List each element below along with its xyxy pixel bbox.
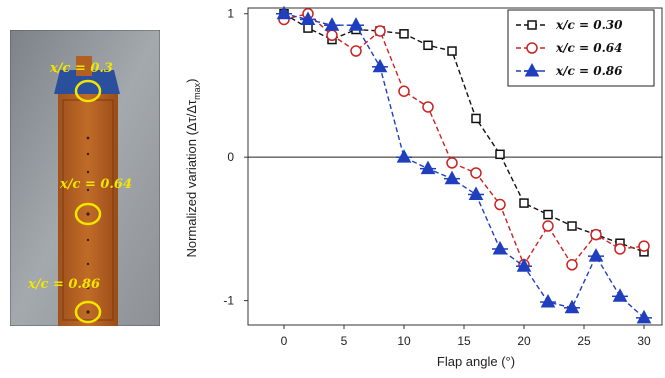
data-point-circle <box>398 85 410 97</box>
data-point-square <box>495 149 505 160</box>
data-point-square <box>567 221 577 231</box>
data-point-triangle <box>516 258 532 272</box>
legend-label: x/c = 0.64 <box>555 41 622 55</box>
data-point-circle <box>526 42 538 54</box>
data-point-triangle <box>468 186 484 200</box>
data-point-circle <box>422 101 434 113</box>
data-point-square <box>423 40 433 51</box>
data-point-circle <box>446 157 458 169</box>
x-tick-label: 0 <box>281 334 288 348</box>
x-tick-label: 10 <box>397 334 411 348</box>
data-point-circle <box>470 167 482 179</box>
sensor-tab <box>76 56 92 76</box>
y-tick-label: 1 <box>227 7 234 21</box>
data-point-triangle <box>524 62 540 77</box>
data-point-triangle <box>636 309 652 324</box>
x-tick-label: 20 <box>517 334 531 348</box>
data-point-triangle <box>588 248 604 262</box>
legend-label: x/c = 0.30 <box>555 18 623 32</box>
data-point-square <box>519 198 529 208</box>
data-point-circle <box>494 198 506 211</box>
data-point-circle <box>614 243 626 255</box>
legend: x/c = 0.30 x/c = 0.64 x/c = 0.86 <box>507 9 655 87</box>
photo-label-0.64: x/c = 0.64 <box>59 177 132 192</box>
data-point-circle <box>590 228 602 241</box>
data-point-square <box>447 46 457 56</box>
data-point-triangle <box>396 149 412 163</box>
y-axis-title: Normalized variation (Δτ/Δτmax) <box>184 78 202 257</box>
legend-item: x/c = 0.64 <box>516 41 622 55</box>
series-3 <box>276 5 652 324</box>
data-point-triangle <box>420 160 436 175</box>
x-tick-label: 25 <box>577 334 591 348</box>
data-point-circle <box>350 45 362 57</box>
data-point-circle <box>326 29 338 42</box>
series-line <box>283 13 645 253</box>
series-line <box>283 12 645 267</box>
x-tick-label: 30 <box>637 334 651 348</box>
x-tick-label: 15 <box>457 334 471 348</box>
legend-item: x/c = 0.86 <box>516 62 623 78</box>
data-point-circle <box>566 259 578 271</box>
data-point-triangle <box>444 170 460 185</box>
data-point-square <box>399 29 409 39</box>
data-point-triangle <box>348 17 364 31</box>
x-tick-label: 5 <box>341 334 348 348</box>
data-point-square <box>471 113 481 124</box>
y-tick-label: 0 <box>227 150 234 164</box>
series-line <box>283 13 645 319</box>
sensor-marker-0.86 <box>74 300 102 324</box>
data-point-square <box>527 20 537 30</box>
sensor-marker-0.3 <box>74 79 102 103</box>
data-point-triangle <box>372 58 388 73</box>
legend-item: x/c = 0.30 <box>516 18 623 32</box>
data-point-square <box>303 23 313 33</box>
data-point-circle <box>542 220 554 232</box>
legend-label: x/c = 0.86 <box>555 64 623 78</box>
data-point-triangle <box>492 240 508 255</box>
y-tick-label: -1 <box>223 294 234 308</box>
data-point-triangle <box>540 293 556 308</box>
data-point-triangle <box>612 288 628 302</box>
flap-photo: x/c = 0.3 x/c = 0.64 x/c = 0.86 <box>10 30 160 326</box>
sensor-marker-0.64 <box>74 202 102 226</box>
data-point-triangle <box>564 299 580 314</box>
data-point-circle <box>638 240 650 252</box>
data-point-square <box>543 209 553 220</box>
photo-label-0.86: x/c = 0.86 <box>27 277 100 292</box>
photo-label-0.3: x/c = 0.3 <box>49 61 113 76</box>
pressure-taps <box>86 136 90 314</box>
x-axis-title: Flap angle (°) <box>437 354 515 369</box>
data-point-triangle <box>324 17 340 31</box>
data-point-triangle <box>300 11 316 25</box>
data-point-triangle <box>276 5 292 20</box>
data-point-circle <box>374 25 386 37</box>
